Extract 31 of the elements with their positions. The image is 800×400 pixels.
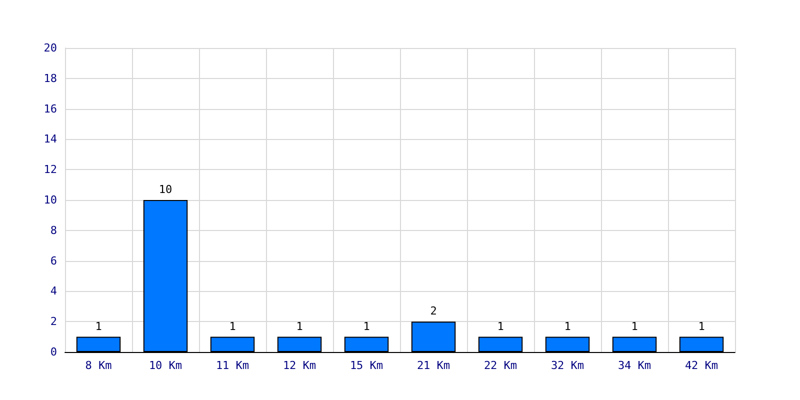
data-label: 1 [363,320,370,333]
x-tick-label: 32 Km [550,359,584,372]
y-tick-label: 14 [44,132,58,146]
y-tick-label: 4 [50,284,58,298]
y-tick-label: 18 [44,72,57,85]
x-tick-label: 12 Km [282,359,316,372]
y-tick-label: 2 [50,315,57,328]
y-tick-label: 20 [44,42,57,54]
data-label: 1 [296,320,303,333]
x-tick-label: 22 Km [484,359,518,372]
y-tick-label: 8 [50,224,57,237]
data-label: 1 [229,320,236,333]
data-label: 1 [95,320,102,333]
x-tick-label: 10 Km [148,359,182,372]
data-label: 1 [698,320,705,333]
y-tick-label: 10 [44,194,57,206]
x-tick-label: 8 Km [85,359,112,372]
y-tick-label: 12 [44,163,57,176]
data-label: 10 [158,183,172,196]
x-tick-label: 15 Km [350,359,384,372]
data-label: 1 [497,320,504,333]
x-tick-label: 42 Km [684,359,718,372]
y-tick-label: 6 [50,254,57,268]
x-tick-label: 21 Km [416,359,450,372]
data-label: 2 [430,304,437,318]
data-label: 1 [564,320,571,333]
y-tick-label: 0 [50,346,57,358]
x-tick-label: 11 Km [216,359,250,372]
y-tick-label: 16 [44,102,57,116]
data-label: 1 [631,320,638,333]
x-tick-label: 34 Km [618,359,652,372]
